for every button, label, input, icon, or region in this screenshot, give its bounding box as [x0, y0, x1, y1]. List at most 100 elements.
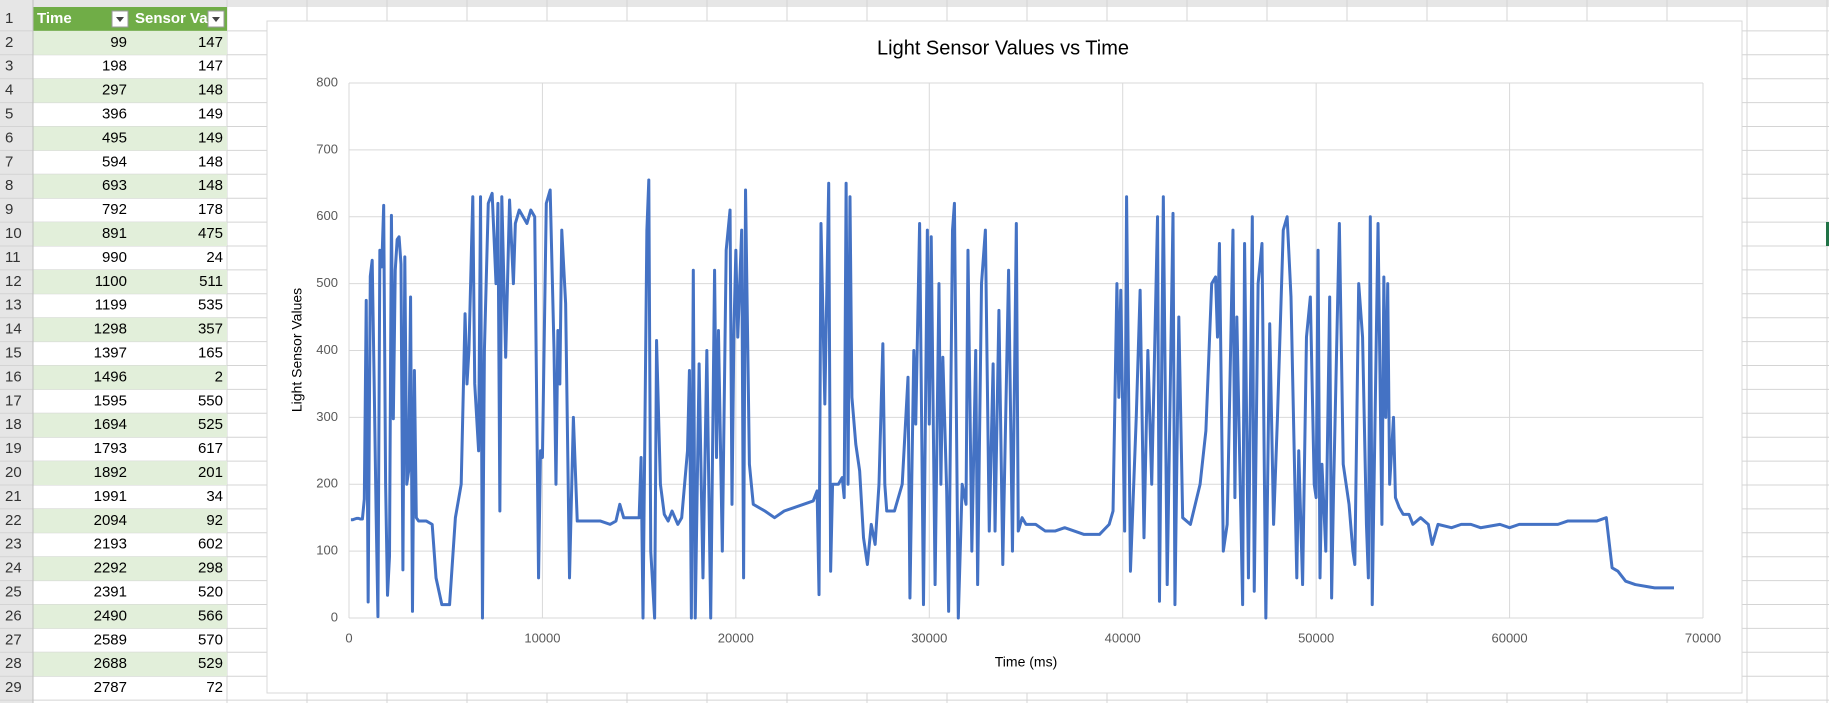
- cell-value[interactable]: 990: [102, 249, 127, 266]
- cell-value[interactable]: 2589: [94, 631, 127, 648]
- cell-value[interactable]: 495: [102, 129, 127, 146]
- row-number[interactable]: 1: [5, 10, 13, 27]
- y-tick-label: 800: [316, 74, 338, 89]
- cell-value[interactable]: 1496: [94, 368, 127, 385]
- row-number[interactable]: 11: [5, 249, 21, 266]
- cell-value[interactable]: 2688: [94, 655, 127, 672]
- cell-value[interactable]: 891: [102, 225, 127, 242]
- cell-value[interactable]: 594: [102, 153, 127, 170]
- cell-value[interactable]: 2193: [94, 536, 127, 553]
- y-tick-label: 700: [316, 141, 338, 156]
- cell-value[interactable]: 198: [102, 58, 127, 75]
- cell-value[interactable]: 357: [198, 321, 223, 338]
- row-number[interactable]: 7: [5, 153, 13, 170]
- row-number[interactable]: 25: [5, 584, 22, 601]
- cell-value[interactable]: 1595: [94, 392, 127, 409]
- cell-value[interactable]: 1397: [94, 345, 127, 362]
- row-number[interactable]: 28: [5, 655, 22, 672]
- cell-value[interactable]: 2490: [94, 607, 127, 624]
- cell-value[interactable]: 149: [198, 129, 223, 146]
- row-number[interactable]: 26: [5, 607, 22, 624]
- row-number[interactable]: 27: [5, 631, 22, 648]
- cell-value[interactable]: 1991: [94, 488, 127, 505]
- cell-value[interactable]: 2292: [94, 560, 127, 577]
- cell-value[interactable]: 1199: [95, 297, 127, 314]
- cell-value[interactable]: 165: [198, 345, 223, 362]
- cell-value[interactable]: 617: [198, 440, 223, 457]
- cell-value[interactable]: 1793: [94, 440, 127, 457]
- cell-value[interactable]: 1100: [95, 273, 127, 290]
- cell-value[interactable]: 1298: [94, 321, 127, 338]
- row-number[interactable]: 22: [5, 512, 22, 529]
- cell-value[interactable]: 148: [198, 153, 223, 170]
- row-number[interactable]: 18: [5, 416, 22, 433]
- row-number[interactable]: 16: [5, 368, 22, 385]
- cell-value[interactable]: 529: [198, 655, 223, 672]
- cell-value[interactable]: 24: [206, 249, 223, 266]
- band: [33, 317, 227, 342]
- x-tick-label: 30000: [911, 630, 947, 645]
- row-number[interactable]: 9: [5, 201, 13, 218]
- cell-value[interactable]: 2787: [94, 679, 127, 696]
- cell-value[interactable]: 570: [198, 631, 223, 648]
- cell-value[interactable]: 511: [199, 273, 223, 290]
- cell-value[interactable]: 92: [206, 512, 223, 529]
- row-number[interactable]: 2: [5, 34, 13, 51]
- row-number[interactable]: 21: [5, 488, 22, 505]
- cell-value[interactable]: 792: [102, 201, 127, 218]
- cell-value[interactable]: 34: [206, 488, 223, 505]
- row-number[interactable]: 23: [5, 536, 22, 553]
- cell-value[interactable]: 149: [198, 106, 223, 123]
- cell-value[interactable]: 550: [198, 392, 223, 409]
- cell-value[interactable]: 520: [198, 584, 223, 601]
- row-number[interactable]: 17: [5, 392, 22, 409]
- row-number[interactable]: 29: [5, 679, 22, 696]
- row-number[interactable]: 8: [5, 177, 13, 194]
- cell-value[interactable]: 475: [198, 225, 223, 242]
- data-line: [350, 178, 1674, 620]
- y-tick-label: 200: [316, 476, 338, 491]
- band: [33, 222, 227, 246]
- row-number[interactable]: 24: [5, 560, 22, 577]
- cell-value[interactable]: 525: [198, 416, 223, 433]
- chart-object[interactable]: Light Sensor Values vs Time Light Sensor…: [266, 20, 1743, 694]
- row-number[interactable]: 15: [5, 345, 22, 362]
- band: [33, 78, 227, 103]
- cell-value[interactable]: 396: [102, 106, 127, 123]
- row-number[interactable]: 13: [5, 297, 22, 314]
- cell-value[interactable]: 99: [110, 34, 127, 51]
- cell-value[interactable]: 72: [206, 679, 223, 696]
- column-header[interactable]: Sensor Va: [135, 10, 208, 27]
- row-number[interactable]: 6: [5, 129, 13, 146]
- cell-value[interactable]: 147: [198, 58, 223, 75]
- cell-value[interactable]: 201: [198, 464, 223, 481]
- cell-value[interactable]: 178: [198, 201, 223, 218]
- cell-value[interactable]: 535: [198, 297, 223, 314]
- cell-value[interactable]: 2: [215, 368, 223, 385]
- band: [33, 556, 227, 581]
- column-header[interactable]: Time: [37, 10, 72, 27]
- row-number[interactable]: 14: [5, 321, 22, 338]
- band: [33, 413, 227, 438]
- cell-value[interactable]: 1694: [94, 416, 127, 433]
- row-number[interactable]: 10: [5, 225, 22, 242]
- cell-value[interactable]: 2391: [94, 584, 127, 601]
- cell-value[interactable]: 147: [198, 34, 223, 51]
- row-number[interactable]: 20: [5, 464, 22, 481]
- row-number[interactable]: 5: [5, 106, 13, 123]
- y-tick-label: 300: [316, 409, 338, 424]
- cell-value[interactable]: 298: [198, 560, 223, 577]
- cell-value[interactable]: 1892: [94, 464, 127, 481]
- cell-value[interactable]: 566: [198, 607, 223, 624]
- row-number[interactable]: 4: [5, 82, 13, 99]
- row-number[interactable]: 3: [5, 58, 13, 75]
- row-number[interactable]: 19: [5, 440, 22, 457]
- cell-value[interactable]: 602: [198, 536, 223, 553]
- cell-value[interactable]: 693: [102, 177, 127, 194]
- cell-value[interactable]: 148: [198, 82, 223, 99]
- cell-value[interactable]: 148: [198, 177, 223, 194]
- row-header-strip: [0, 0, 33, 703]
- row-number[interactable]: 12: [5, 273, 22, 290]
- cell-value[interactable]: 297: [102, 82, 127, 99]
- cell-value[interactable]: 2094: [94, 512, 127, 529]
